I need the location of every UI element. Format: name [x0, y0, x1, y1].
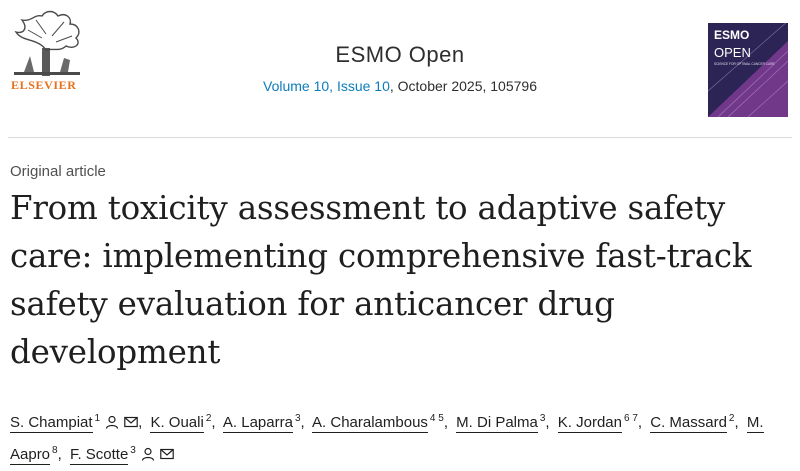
journal-cover[interactable]: ESMO OPEN SCIENCE FOR OPTIMAL CANCER CAR…	[708, 11, 788, 117]
article-type: Original article	[10, 163, 106, 180]
person-icon[interactable]	[105, 411, 119, 429]
cover-subtitle: OPEN	[714, 45, 751, 60]
author-name-link[interactable]: S. Champiat	[10, 414, 93, 433]
mail-icon[interactable]	[124, 411, 138, 428]
author-separator: ,	[211, 414, 216, 431]
author-item: M. Di Palma 3,	[456, 413, 553, 433]
affiliation-ref[interactable]: 6 7	[623, 413, 638, 424]
affiliation-ref[interactable]: 3	[539, 413, 546, 424]
author-item: K. Jordan 6 7,	[557, 413, 646, 433]
affiliation-ref[interactable]: 1	[94, 413, 101, 424]
affiliation-ref[interactable]: 3	[130, 445, 136, 456]
mail-icon[interactable]	[160, 443, 174, 460]
journal-title[interactable]: ESMO Open	[335, 42, 465, 67]
author-separator: ,	[300, 414, 305, 431]
author-item: F. Scotte 3	[69, 443, 174, 465]
author-name-link[interactable]: A. Laparra	[222, 414, 293, 433]
author-separator: ,	[57, 446, 62, 463]
journal-header: ELSEVIER ESMO Open Volume 10, Issue 10, …	[0, 0, 800, 137]
author-list: S. Champiat 1, K. Ouali 2, A. Laparra 3, A.…	[10, 405, 790, 469]
header-divider	[8, 137, 792, 138]
publisher-name[interactable]: ELSEVIER	[11, 78, 77, 92]
article-title: From toxicity assessment to adaptive saf…	[10, 189, 752, 371]
person-icon[interactable]	[141, 443, 155, 461]
author-item: A. Laparra 3,	[222, 413, 309, 433]
cover-artwork: ESMO OPEN SCIENCE FOR OPTIMAL CANCER CAR…	[708, 11, 788, 117]
elsevier-tree-logo[interactable]	[8, 8, 88, 94]
affiliation-ref[interactable]: 8	[52, 445, 58, 456]
author-name-link[interactable]: F. Scotte	[69, 446, 129, 465]
affiliation-ref[interactable]: 2	[205, 413, 212, 424]
cover-brand: ESMO	[714, 28, 749, 42]
author-separator: ,	[734, 414, 739, 431]
issue-date-id: , October 2025, 105796	[389, 78, 537, 94]
author-name-link[interactable]: K. Jordan	[557, 414, 622, 433]
author-name-link[interactable]: A. Charalambous	[312, 414, 428, 433]
author-separator: ,	[637, 414, 643, 431]
author-item: C. Massard 2,	[650, 413, 742, 433]
author-item: M. Aapro 8,	[10, 414, 764, 465]
author-name-link[interactable]: M. Aapro	[10, 414, 764, 465]
author-separator: ,	[443, 414, 448, 431]
author-name-link[interactable]: K. Ouali	[150, 414, 204, 433]
author-separator: ,	[138, 414, 143, 431]
author-item: S. Champiat 1,	[10, 411, 146, 433]
affiliation-ref[interactable]: 3	[294, 413, 301, 424]
author-name-link[interactable]: M. Di Palma	[456, 414, 538, 433]
author-item: A. Charalambous 4 5,	[312, 413, 452, 433]
author-name-link[interactable]: C. Massard	[650, 414, 727, 433]
issue-line: Volume 10, Issue 10, October 2025, 10579…	[0, 78, 800, 94]
author-item: K. Ouali 2,	[150, 413, 219, 433]
affiliation-ref[interactable]: 2	[728, 413, 735, 424]
affiliation-ref[interactable]: 4 5	[429, 413, 444, 424]
author-separator: ,	[545, 414, 550, 431]
volume-issue-link[interactable]: Volume 10, Issue 10	[263, 78, 390, 94]
cover-tagline: SCIENCE FOR OPTIMAL CANCER CARE	[714, 62, 775, 66]
